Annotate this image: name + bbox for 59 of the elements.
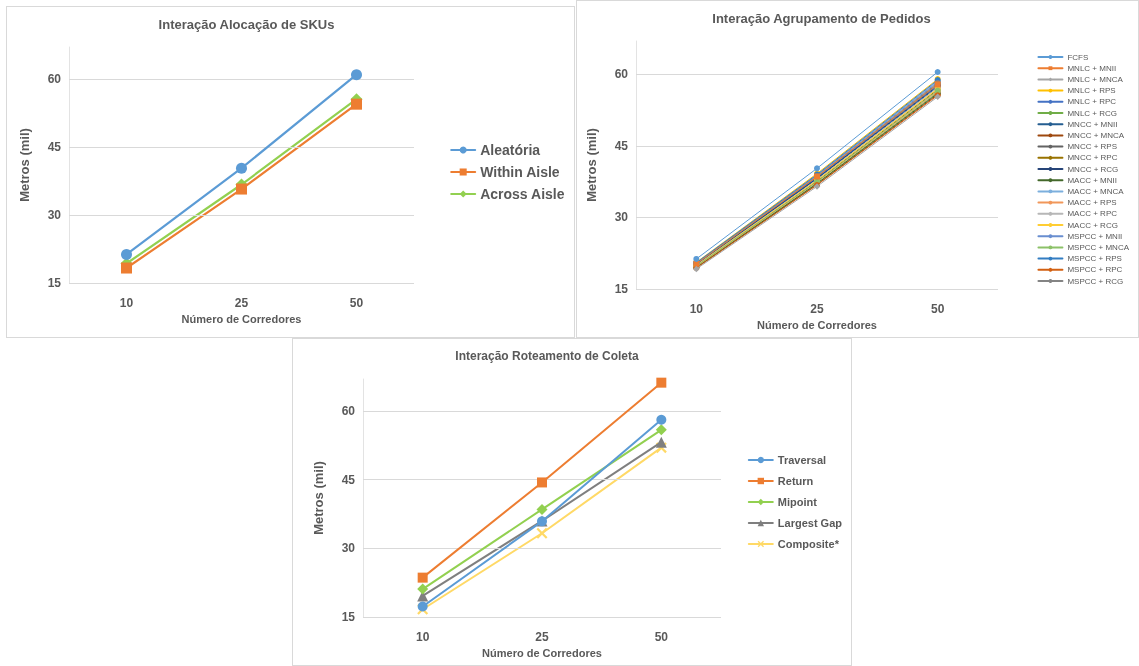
x-tick-label: 10	[689, 302, 704, 316]
x-axis-title: Número de Corredores	[757, 319, 877, 332]
legend-label: Composite*	[777, 538, 840, 550]
legend-label: MNLC + MNCA	[1067, 74, 1124, 84]
y-axis-title: Metros (mil)	[17, 128, 32, 202]
x-tick-label: 25	[535, 630, 549, 644]
y-tick-label: 30	[614, 210, 629, 225]
legend-label: MNCC + MNII	[1067, 119, 1118, 129]
legend-label: Within Aisle	[480, 164, 560, 180]
legend-label: Aleatória	[480, 142, 541, 158]
legend-label: MSPCC + RPS	[1067, 254, 1122, 264]
legend-label: MACC + MNII	[1067, 175, 1117, 185]
chart-title: Interação Alocação de SKUs	[158, 17, 335, 32]
y-tick-label: 30	[47, 207, 62, 222]
legend-label: MNCC + RPS	[1067, 142, 1117, 152]
x-axis-title: Número de Corredores	[482, 647, 602, 660]
x-tick-label: 50	[930, 302, 945, 316]
y-tick-label: 60	[614, 67, 629, 82]
legend-label: FCFS	[1067, 52, 1089, 62]
chart-title: Interação Agrupamento de Pedidos	[712, 11, 931, 26]
y-tick-label: 15	[47, 276, 62, 290]
legend-label: Return	[777, 475, 814, 487]
y-tick-label: 30	[341, 541, 356, 556]
legend-label: MNLC + RPS	[1067, 86, 1116, 96]
y-tick-label: 45	[341, 472, 356, 487]
legend-label: MNLC + RPC	[1067, 97, 1117, 107]
chart-title: Interação Roteamento de Coleta	[455, 349, 640, 363]
legend-label: MNCC + MNCA	[1067, 130, 1125, 140]
y-tick-label: 60	[47, 71, 62, 86]
legend-label: MNCC + RCG	[1067, 164, 1119, 174]
legend-label: Across Aisle	[480, 186, 565, 202]
x-tick-label: 10	[119, 296, 134, 310]
x-tick-label: 10	[415, 630, 430, 644]
legend-label: MACC + RCG	[1067, 220, 1118, 230]
legend-label: Traversal	[777, 454, 827, 466]
legend-label: MSPCC + RCG	[1067, 276, 1124, 286]
legend-label: MNLC + MNII	[1067, 63, 1117, 73]
y-axis-title: Metros (mil)	[584, 128, 599, 202]
x-tick-label: 25	[810, 302, 824, 316]
legend-label: MACC + MNCA	[1067, 186, 1125, 196]
legend-label: MACC + RPS	[1067, 198, 1117, 208]
y-tick-label: 15	[341, 610, 356, 624]
y-tick-label: 45	[614, 138, 629, 153]
y-tick-label: 60	[341, 404, 356, 419]
x-tick-label: 50	[654, 630, 669, 644]
legend-label: MSPCC + MNII	[1067, 231, 1123, 241]
y-tick-label: 15	[614, 282, 629, 296]
x-tick-label: 50	[349, 296, 364, 310]
legend-label: Mipoint	[777, 496, 818, 508]
y-tick-label: 45	[47, 139, 62, 154]
legend-label: MACC + RPC	[1067, 209, 1118, 219]
legend-label: MSPCC + RPC	[1067, 265, 1123, 275]
legend-label: MSPCC + MNCA	[1067, 242, 1130, 252]
x-tick-label: 25	[234, 296, 249, 310]
legend-label: MNLC + RCG	[1067, 108, 1117, 118]
x-axis-title: Número de Corredores	[181, 313, 302, 326]
y-axis-title: Metros (mil)	[311, 461, 326, 535]
legend-label: Largest Gap	[777, 517, 843, 529]
legend-label: MNCC + RPC	[1067, 153, 1118, 163]
